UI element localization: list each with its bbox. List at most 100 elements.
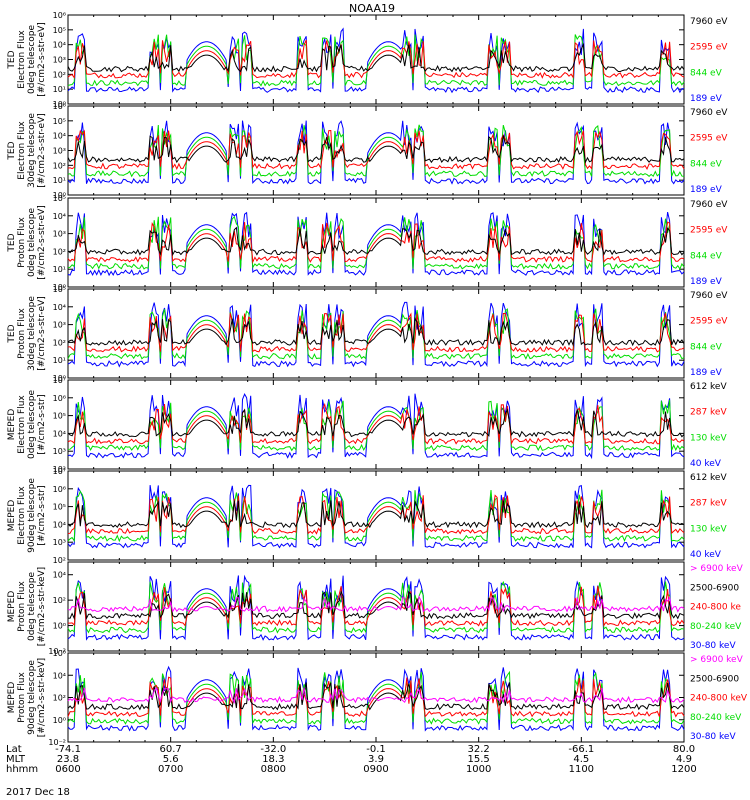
- y-tick-label: 10⁻²: [48, 647, 66, 656]
- y-tick-label: 10⁵: [53, 26, 66, 35]
- y-axis-label-line: 90deg telescope: [27, 660, 37, 735]
- y-axis-label-line: [#/cm2-s-str-eV]: [37, 205, 47, 280]
- legend-entry: 189 eV: [690, 277, 723, 287]
- series-trace: [67, 489, 685, 543]
- x-tick-label: 0600: [55, 764, 80, 775]
- y-tick-label: 10⁴: [53, 132, 66, 141]
- y-axis-label-line: 30deg telescope: [27, 113, 37, 188]
- y-tick-label: 10⁵: [53, 194, 66, 203]
- y-axis-label-line: MEPED: [7, 500, 17, 532]
- series-trace: [67, 226, 685, 257]
- x-tick-label: 32.2: [468, 744, 490, 755]
- legend-entry: 7960 eV: [690, 291, 728, 301]
- legend-entry: 130 keV: [690, 524, 727, 534]
- y-axis-label-line: 0deg telescope: [27, 390, 37, 460]
- y-tick-label: 10⁰: [53, 374, 66, 383]
- panel-frame: [67, 652, 685, 743]
- panel-frame: [67, 105, 685, 196]
- x-tick-label: 0700: [158, 764, 183, 775]
- x-tick-label: -32.0: [260, 744, 286, 755]
- y-tick-label: 10¹: [53, 265, 66, 274]
- x-tick-label: 80.0: [673, 744, 695, 755]
- x-tick-label: 3.9: [368, 754, 384, 765]
- series-trace: [67, 129, 685, 171]
- y-tick-label: 10³: [53, 447, 66, 456]
- y-tick-label: 10³: [53, 230, 66, 239]
- x-tick-label: 15.5: [468, 754, 490, 765]
- y-tick-label: 10⁻²: [48, 738, 66, 747]
- legend-entry: 2500-6900: [690, 583, 739, 593]
- legend-entry: 7960 eV: [690, 17, 728, 27]
- y-tick-label: 10⁶: [53, 102, 66, 111]
- y-axis-label-line: MEPED: [7, 682, 17, 714]
- y-tick-label: 10²: [53, 596, 66, 605]
- panel-8: 10⁻² 10⁰ 10² 10⁴ 10⁶ MEPEDProton Flux90deg te…: [7, 649, 748, 747]
- y-axis-label-line: MEPED: [7, 409, 17, 441]
- y-axis-label-line: TED: [7, 141, 17, 160]
- y-tick-label: 10⁵: [53, 285, 66, 294]
- series-trace: [67, 221, 685, 264]
- legend-entry: 844 eV: [690, 342, 723, 352]
- legend-entry: 130 keV: [690, 433, 727, 443]
- y-axis-label: MEPEDElectron Flux0deg telescope[#/cm2-s…: [7, 390, 47, 460]
- y-tick-label: 10⁴: [53, 303, 66, 312]
- y-tick-label: 10²: [53, 70, 66, 79]
- legend-entry: 40 keV: [690, 459, 722, 469]
- y-tick-label: 10⁶: [53, 485, 66, 494]
- y-axis-label-line: Proton Flux: [17, 308, 27, 359]
- y-tick-label: 10²: [53, 247, 66, 256]
- x-tick-label: 0800: [261, 764, 286, 775]
- series-trace: [67, 499, 685, 529]
- y-tick-label: 10⁴: [53, 41, 66, 50]
- series-trace: [67, 494, 685, 535]
- panel-5: 10² 10³ 10⁴ 10⁵ 10⁶ 10⁷ MEPEDElectron Flux0deg…: [7, 376, 727, 474]
- legend-entry: 844 eV: [690, 68, 723, 78]
- y-tick-label: 10¹: [53, 356, 66, 365]
- panel-4: 10⁰ 10¹ 10² 10³ 10⁴ 10⁵ TEDProton Flux30deg te…: [7, 285, 728, 383]
- series-trace: [67, 676, 685, 718]
- legend-entry: 2595 eV: [690, 134, 728, 144]
- series-trace: [67, 686, 685, 704]
- y-tick-label: 10⁵: [53, 117, 66, 126]
- legend-entry: 240-800 keV: [690, 694, 748, 704]
- y-axis-label: TEDElectron Flux0deg telescope[#/cm2-s-s…: [7, 22, 47, 97]
- y-tick-label: 10⁵: [53, 412, 66, 421]
- y-axis-label-line: Electron Flux: [17, 486, 27, 545]
- y-tick-label: 10²: [53, 694, 66, 703]
- y-tick-label: 10⁶: [53, 394, 66, 403]
- series-trace: [67, 317, 685, 347]
- y-axis-label-line: [#/cm2-s-str-eV]: [37, 296, 47, 371]
- y-axis-label-line: Electron Flux: [17, 121, 27, 180]
- y-tick-label: 10⁴: [53, 212, 66, 221]
- y-tick-label: 10⁷: [53, 467, 66, 476]
- y-axis-label-line: Proton Flux: [17, 581, 27, 632]
- y-axis-label-line: Proton Flux: [17, 672, 27, 723]
- legend-entry: 40 keV: [690, 550, 722, 560]
- y-axis-label-line: 30deg telescope: [27, 296, 37, 371]
- y-tick-label: 10¹: [53, 85, 66, 94]
- chart-title: NOAA19: [349, 2, 395, 15]
- series-trace: [67, 135, 685, 164]
- legend-entry: 2595 eV: [690, 317, 728, 327]
- y-tick-label: 10⁰: [53, 283, 66, 292]
- y-axis-label-line: [#/cm2-s-str-eV]: [37, 22, 47, 97]
- y-axis-label: MEPEDProton Flux90deg telescope[#/cm2-s-…: [7, 658, 47, 737]
- legend-entry: 2595 eV: [690, 43, 728, 53]
- legend-entry: 844 eV: [690, 159, 723, 169]
- y-axis-label-line: [#/cm2-s-str]: [37, 394, 47, 454]
- series-trace: [67, 402, 685, 445]
- y-axis-label-line: MEPED: [7, 591, 17, 623]
- y-axis-label-line: 0deg telescope: [27, 25, 37, 95]
- date-label: 2017 Dec 18: [6, 787, 70, 798]
- x-tick-label: 23.8: [57, 754, 79, 765]
- legend-entry: 612 keV: [690, 382, 727, 392]
- y-tick-label: 10³: [53, 538, 66, 547]
- legend-entry: 844 eV: [690, 251, 723, 261]
- series-trace: [67, 484, 685, 549]
- legend-entry: 189 eV: [690, 368, 723, 378]
- x-tick-label: 1100: [569, 764, 594, 775]
- y-tick-label: 10³: [53, 321, 66, 330]
- legend-entry: > 6900 keV: [690, 655, 744, 665]
- y-tick-label: 10⁰: [53, 191, 66, 200]
- series-trace: [67, 670, 685, 725]
